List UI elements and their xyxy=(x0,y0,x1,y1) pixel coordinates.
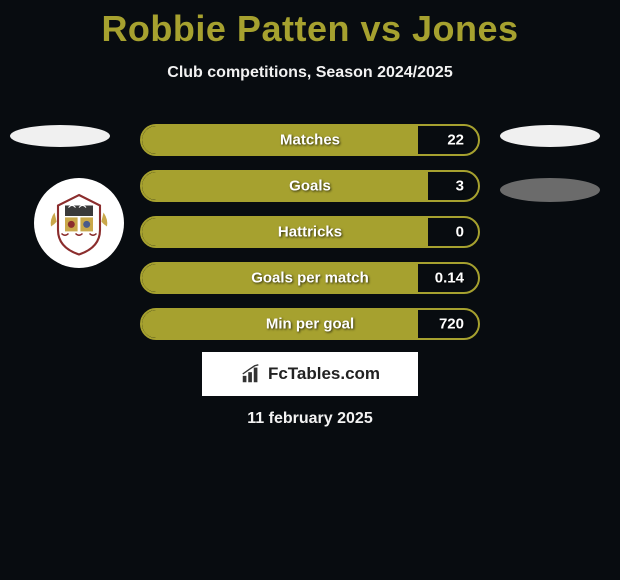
club-crest xyxy=(34,178,124,268)
chart-icon xyxy=(240,363,262,385)
stat-bar-value: 22 xyxy=(447,132,464,149)
stat-bar-value: 0.14 xyxy=(435,270,464,287)
brand-text: FcTables.com xyxy=(268,364,380,384)
brand-badge: FcTables.com xyxy=(202,352,418,396)
stat-bar: Goals per match 0.14 xyxy=(140,262,480,294)
stat-bar-label: Hattricks xyxy=(278,224,342,241)
crest-icon xyxy=(44,188,114,258)
subtitle: Club competitions, Season 2024/2025 xyxy=(0,64,620,82)
decoration-ellipse-left xyxy=(10,125,110,147)
decoration-ellipse-right-2 xyxy=(500,178,600,202)
stat-bar: Goals 3 xyxy=(140,170,480,202)
stat-bar-fill xyxy=(142,172,428,200)
stat-bar-value: 0 xyxy=(456,224,464,241)
decoration-ellipse-right-1 xyxy=(500,125,600,147)
stat-bar: Min per goal 720 xyxy=(140,308,480,340)
stat-bar-label: Goals xyxy=(289,178,331,195)
stat-bar-value: 3 xyxy=(456,178,464,195)
stat-bar: Matches 22 xyxy=(140,124,480,156)
stat-bar-label: Min per goal xyxy=(266,316,354,333)
stat-bar-label: Matches xyxy=(280,132,340,149)
page-title: Robbie Patten vs Jones xyxy=(0,0,620,50)
date-label: 11 february 2025 xyxy=(247,410,372,428)
stat-bar: Hattricks 0 xyxy=(140,216,480,248)
stat-bar-value: 720 xyxy=(439,316,464,333)
stats-bars: Matches 22 Goals 3 Hattricks 0 Goals per match… xyxy=(140,124,480,354)
stat-bar-label: Goals per match xyxy=(251,270,369,287)
